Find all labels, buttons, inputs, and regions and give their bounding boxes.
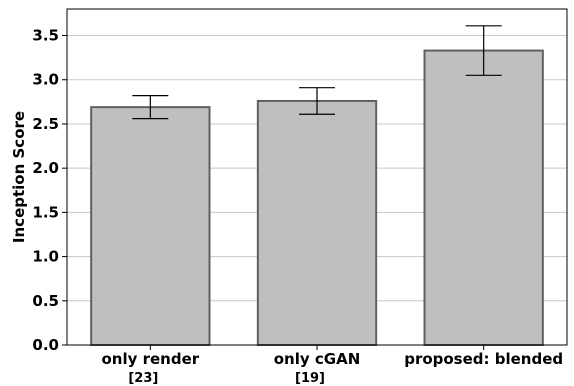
- y-ticks-group: 0.0 0.5 1.0 1.5 2.0 2.5 3.0 3.5: [32, 27, 67, 354]
- y-tick-label: 0.5: [32, 292, 59, 310]
- y-tick-label: 0.0: [32, 336, 59, 354]
- y-tick-label: 3.0: [32, 71, 59, 89]
- y-tick-label: 1.0: [32, 248, 59, 266]
- x-tick-sublabel: [19]: [295, 371, 325, 386]
- y-tick-label: 1.5: [32, 203, 59, 221]
- y-tick-label: 2.0: [32, 159, 59, 177]
- x-tick-label: proposed: blended: [404, 350, 563, 368]
- y-axis-label: Inception Score: [10, 111, 28, 243]
- bar: [423, 49, 544, 347]
- y-tick-label: 2.5: [32, 115, 59, 133]
- x-tick-label: only render: [101, 350, 199, 368]
- error-bars-group: [132, 25, 502, 120]
- bar: [90, 106, 211, 346]
- x-tick-label: only cGAN: [274, 350, 361, 368]
- x-tick-sublabel: [23]: [128, 371, 158, 386]
- bar: [256, 99, 378, 346]
- y-tick-label: 3.5: [32, 27, 59, 45]
- bars-group: [90, 49, 544, 347]
- x-labels-group: only render [23] only cGAN [19] proposed: bl…: [101, 345, 563, 386]
